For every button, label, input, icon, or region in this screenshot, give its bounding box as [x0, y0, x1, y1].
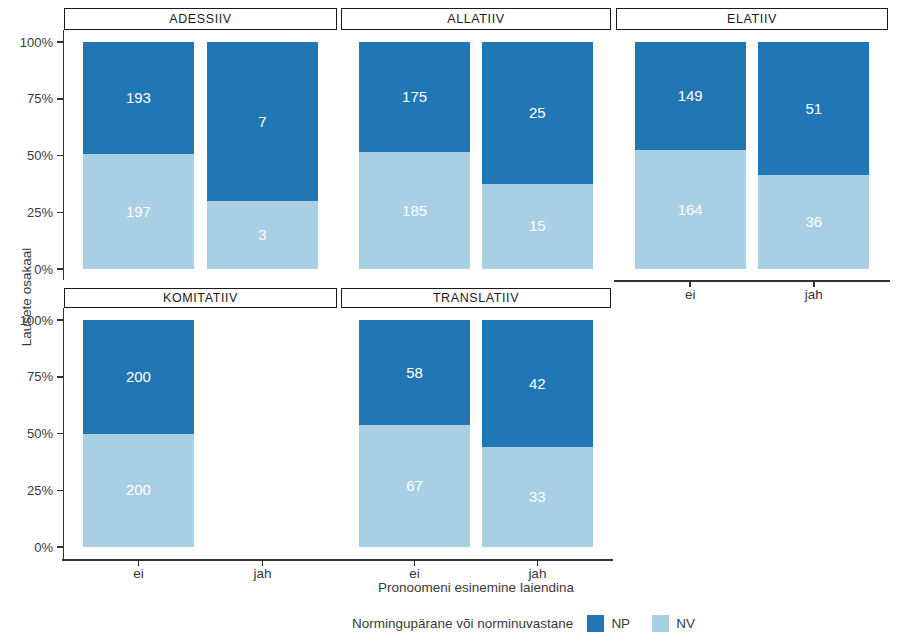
x-tick-label: jah	[774, 287, 854, 302]
y-tick-label: 75%	[7, 91, 53, 106]
bar-value-np: 175	[359, 88, 469, 106]
x-axis-line	[339, 559, 613, 561]
facet-strip-allatiiv: ALLATIIV	[341, 8, 611, 30]
bar-value-np: 193	[83, 89, 195, 107]
bar-value-np: 200	[83, 368, 195, 386]
y-tick	[57, 98, 63, 100]
bar-value-np: 25	[482, 104, 592, 122]
legend-item-np: NP	[587, 615, 630, 632]
y-tick	[57, 319, 63, 321]
bar-value-nv: 36	[758, 213, 869, 231]
bar-value-np: 42	[482, 375, 592, 393]
x-tick-label: jah	[497, 566, 577, 581]
y-tick-label: 0%	[7, 262, 53, 277]
bar-value-np: 51	[758, 100, 869, 118]
y-tick	[57, 433, 63, 435]
y-tick	[57, 546, 63, 548]
y-tick	[57, 490, 63, 492]
x-tick	[537, 561, 539, 566]
x-tick	[813, 282, 815, 287]
x-tick	[262, 561, 264, 566]
np-color-swatch-icon	[587, 615, 604, 632]
bar-value-nv: 185	[359, 202, 469, 220]
x-tick	[414, 561, 416, 566]
x-tick-label: ei	[98, 566, 178, 581]
y-tick-label: 100%	[7, 35, 53, 50]
x-axis-title: Pronoomeni esinemine laiendina	[64, 580, 888, 595]
bar-value-np: 149	[635, 87, 746, 105]
y-tick	[57, 268, 63, 270]
legend-label-nv: NV	[676, 616, 695, 631]
bar-value-nv: 33	[482, 488, 592, 506]
bar-value-nv: 164	[635, 201, 746, 219]
y-axis-line	[63, 30, 65, 280]
bar-value-nv: 67	[359, 477, 469, 495]
bar-value-nv: 15	[482, 217, 592, 235]
x-axis-line	[62, 559, 339, 561]
facet-strip-translatiiv: TRANSLATIIV	[341, 288, 611, 308]
y-tick-label: 50%	[7, 148, 53, 163]
y-tick	[57, 41, 63, 43]
bar-value-nv: 200	[83, 481, 195, 499]
y-axis-line	[63, 308, 65, 559]
facet-strip-komitatiiv: KOMITATIIV	[64, 288, 337, 308]
legend: Normingupärane või norminuvastane NP NV	[352, 611, 695, 635]
bar-value-np: 7	[207, 113, 319, 131]
legend-title: Normingupärane või norminuvastane	[352, 616, 573, 631]
bar-value-nv: 3	[207, 226, 319, 244]
y-tick-label: 25%	[7, 483, 53, 498]
legend-label-np: NP	[611, 616, 630, 631]
bar-value-nv: 197	[83, 203, 195, 221]
y-tick-label: 25%	[7, 205, 53, 220]
x-axis-line	[614, 280, 890, 282]
x-tick	[689, 282, 691, 287]
y-tick-label: 0%	[7, 540, 53, 555]
y-tick-label: 75%	[7, 369, 53, 384]
y-tick-label: 50%	[7, 426, 53, 441]
faceted-stacked-bar-chart: Lausete osakaal ADESSIIV0%25%50%75%100%1…	[0, 0, 903, 641]
x-tick-label: jah	[223, 566, 303, 581]
legend-item-nv: NV	[652, 615, 695, 632]
x-tick	[138, 561, 140, 566]
facet-strip-adessiiv: ADESSIIV	[64, 8, 337, 30]
nv-color-swatch-icon	[652, 615, 669, 632]
bar-value-np: 58	[359, 364, 469, 382]
y-tick	[57, 376, 63, 378]
x-tick-label: ei	[650, 287, 730, 302]
y-tick-label: 100%	[7, 313, 53, 328]
y-tick	[57, 155, 63, 157]
y-tick	[57, 212, 63, 214]
facet-strip-elatiiv: ELATIIV	[616, 8, 888, 30]
x-tick-label: ei	[375, 566, 455, 581]
